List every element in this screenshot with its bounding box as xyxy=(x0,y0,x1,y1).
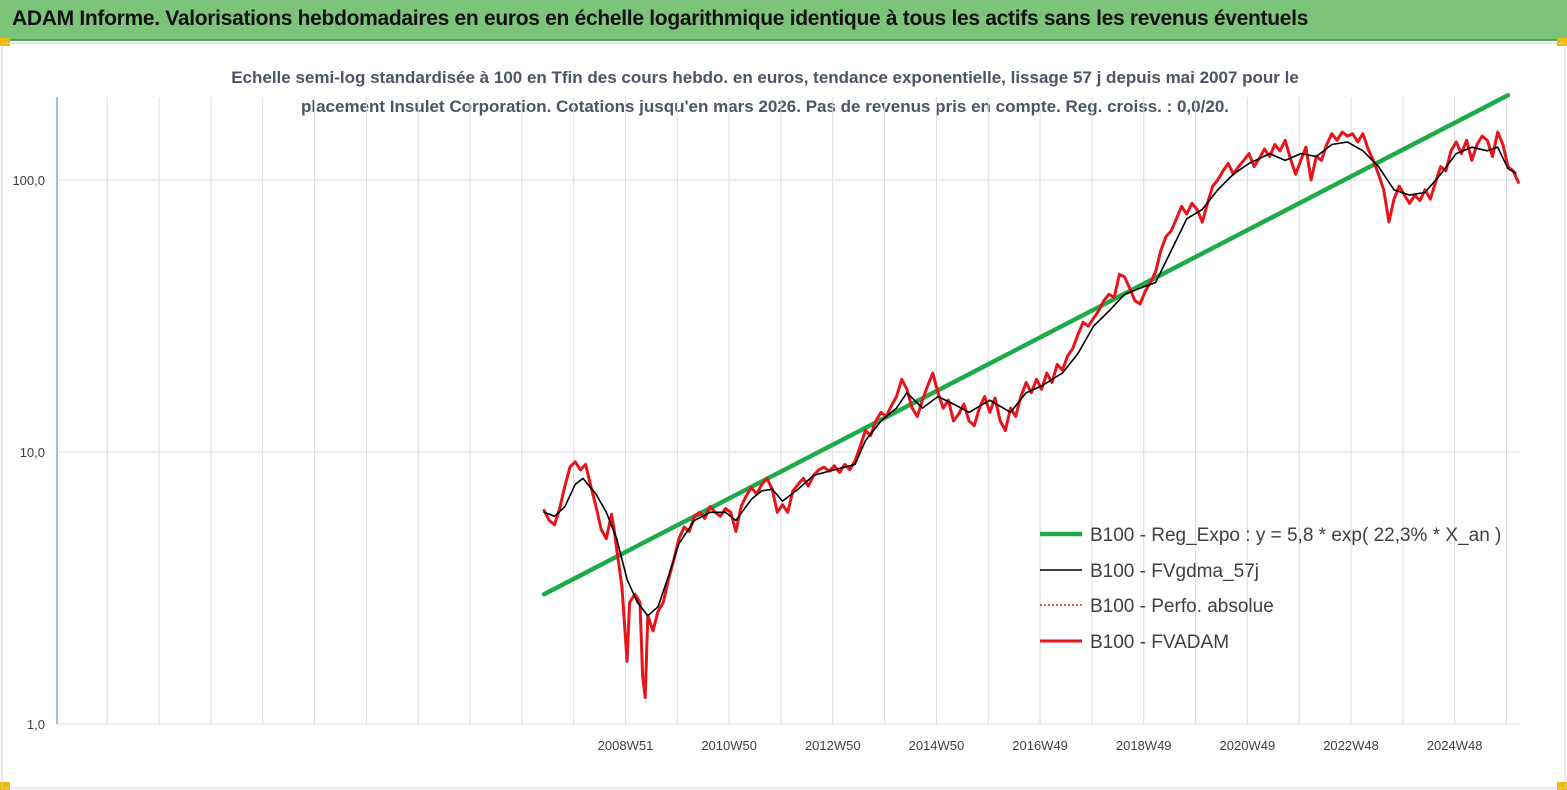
chart-border xyxy=(1,42,1566,789)
x-axis-ticks: 2008W51 2010W50 2012W50 2014W50 2016W49 2018W… xyxy=(598,738,1483,753)
series-line xyxy=(541,92,1511,597)
corner-marker-bottom-right xyxy=(1557,782,1567,790)
report-banner: ADAM Informe. Valorisations hebdomadaire… xyxy=(0,0,1567,41)
legend-label: B100 - FVADAM xyxy=(1090,632,1229,653)
y-tick-label: 10,0 xyxy=(20,445,45,460)
legend-label: B100 - Perfo. absolue xyxy=(1090,596,1274,617)
horizontal-grid xyxy=(57,179,1521,725)
vertical-grid xyxy=(106,97,1507,724)
report-title: ADAM Informe. Valorisations hebdomadaire… xyxy=(12,7,1309,30)
y-tick-label: 100,0 xyxy=(12,173,45,188)
chart-subtitle-line-2: placement Insulet Corporation. Cotations… xyxy=(301,97,1229,116)
x-tick-label: 2020W49 xyxy=(1220,738,1276,753)
corner-marker-top-left xyxy=(0,38,10,46)
x-tick-label: 2010W50 xyxy=(701,738,757,753)
x-tick-label: 2016W49 xyxy=(1012,738,1068,753)
series-layer xyxy=(541,92,1520,700)
chart-legend: B100 - Reg_Expo : y = 5,8 * exp( 22,3% *… xyxy=(1040,525,1501,653)
corner-marker-top-right xyxy=(1557,38,1567,46)
x-tick-label: 2014W50 xyxy=(909,738,965,753)
chart-subtitle-line-1: Echelle semi-log standardisée à 100 en T… xyxy=(231,68,1299,87)
x-tick-label: 2018W49 xyxy=(1116,738,1172,753)
x-tick-label: 2024W48 xyxy=(1427,738,1483,753)
series-line xyxy=(543,141,1517,617)
y-axis-ticks: 1,0 10,0 100,0 xyxy=(12,173,45,732)
x-tick-label: 2012W50 xyxy=(805,738,861,753)
series-line xyxy=(542,130,1520,700)
legend-label: B100 - FVgdma_57j xyxy=(1090,561,1259,582)
legend-label: B100 - Reg_Expo : y = 5,8 * exp( 22,3% *… xyxy=(1090,525,1501,546)
x-tick-label: 2008W51 xyxy=(598,738,654,753)
x-tick-label: 2022W48 xyxy=(1323,738,1379,753)
corner-marker-bottom-left xyxy=(0,782,10,790)
y-tick-label: 1,0 xyxy=(27,717,45,732)
